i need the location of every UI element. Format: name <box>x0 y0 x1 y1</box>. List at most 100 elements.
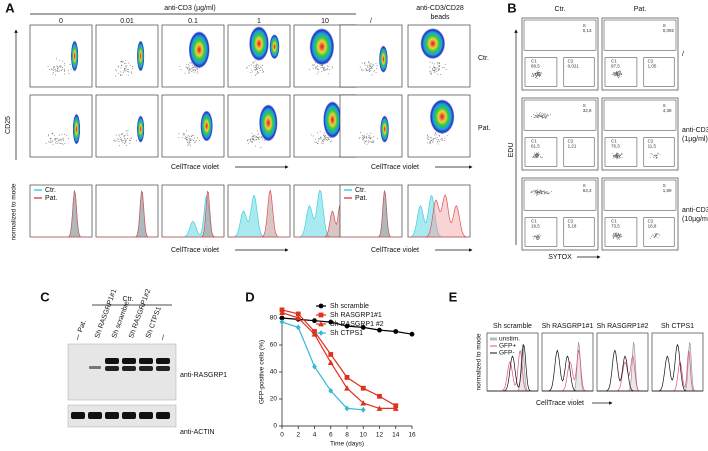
event-dot <box>654 233 656 235</box>
point <box>377 327 382 333</box>
blot-band <box>122 412 136 419</box>
lane-label: / <box>162 335 164 342</box>
event-dot <box>125 67 127 69</box>
event-dot <box>263 71 265 72</box>
event-dot <box>192 67 194 68</box>
event-dot <box>616 234 618 236</box>
gate <box>524 57 558 87</box>
event-dot <box>118 141 120 142</box>
event-dot <box>362 139 364 141</box>
event-dot <box>55 58 57 60</box>
event-dot <box>324 139 326 141</box>
event-dot <box>62 60 64 62</box>
event-dot <box>656 233 658 235</box>
event-dot <box>362 137 364 139</box>
event-dot <box>53 67 55 69</box>
gate-value: 63,3 <box>583 188 592 193</box>
gate-value: 18,8 <box>648 223 657 228</box>
event-dot <box>130 140 132 141</box>
event-dot <box>58 65 60 67</box>
event-dot <box>191 71 193 72</box>
event-dot <box>196 68 198 70</box>
event-dot <box>536 114 538 116</box>
histogram-frame <box>596 332 649 392</box>
event-dot <box>317 140 319 142</box>
event-dot <box>618 70 620 72</box>
event-dot <box>317 138 319 140</box>
event-dot <box>57 140 59 142</box>
event-dot <box>539 114 540 116</box>
event-dot <box>650 153 652 155</box>
event-dot <box>535 76 537 78</box>
event-dot <box>197 71 199 73</box>
event-dot <box>538 235 540 237</box>
event-dot <box>256 139 258 141</box>
event-dot <box>255 145 257 147</box>
event-dot <box>323 67 325 69</box>
x-axis-label: CellTrace violet <box>536 400 584 407</box>
gate <box>603 99 677 131</box>
event-dot <box>363 137 365 139</box>
event-dot <box>327 73 329 75</box>
event-dot <box>438 134 440 136</box>
gate-value: 11,5 <box>648 143 657 148</box>
event-dot <box>326 65 328 67</box>
event-dot <box>253 139 255 141</box>
event-dot <box>615 235 617 237</box>
event-dot <box>118 138 120 140</box>
x-tick-label: 0 <box>280 432 284 439</box>
event-dot <box>447 134 449 136</box>
event-dot <box>431 62 433 64</box>
event-dot <box>532 190 534 192</box>
event-dot <box>325 69 327 71</box>
event-dot <box>375 72 377 74</box>
event-dot <box>428 136 430 138</box>
event-dot <box>541 193 543 194</box>
event-dot <box>429 70 431 72</box>
event-dot <box>542 117 544 119</box>
event-dot <box>198 139 200 141</box>
blot-band <box>122 366 136 371</box>
event-dot <box>180 69 182 71</box>
event-dot <box>54 74 56 76</box>
event-dot <box>620 155 622 157</box>
density-blob <box>309 28 335 66</box>
event-dot <box>546 116 548 118</box>
point <box>360 406 366 413</box>
event-dot <box>537 72 539 74</box>
event-dot <box>533 157 535 159</box>
histogram-frame <box>161 184 225 238</box>
event-dot <box>126 68 128 70</box>
gate-value: 0,13 <box>583 28 592 33</box>
event-dot <box>614 155 616 157</box>
density-blob <box>429 99 455 135</box>
x-tick-label: 14 <box>392 432 400 439</box>
event-dot <box>183 134 185 136</box>
event-dot <box>331 67 333 69</box>
point <box>344 385 350 391</box>
event-dot <box>251 141 253 142</box>
concentration-label: 0.01 <box>120 18 134 25</box>
y-tick-label: 80 <box>270 315 278 322</box>
event-dot <box>253 62 255 64</box>
event-dot <box>430 136 432 138</box>
legend-label: GFP+ <box>499 343 516 350</box>
point <box>295 311 301 317</box>
gate-value: 1,05 <box>648 63 657 68</box>
gate-name: S <box>583 23 586 28</box>
event-dot <box>56 70 58 72</box>
event-dot <box>323 132 325 134</box>
event-dot <box>59 134 61 136</box>
event-dot <box>188 65 190 67</box>
event-dot <box>366 143 368 145</box>
event-dot <box>545 117 547 119</box>
event-dot <box>543 113 545 115</box>
event-dot <box>542 190 544 192</box>
header: anti-CD3 (µg/ml) <box>164 5 216 12</box>
event-dot <box>429 141 431 142</box>
event-dot <box>119 71 121 73</box>
event-dot <box>314 138 316 140</box>
event-dot <box>121 74 123 76</box>
event-dot <box>544 191 546 193</box>
event-dot <box>368 66 370 68</box>
